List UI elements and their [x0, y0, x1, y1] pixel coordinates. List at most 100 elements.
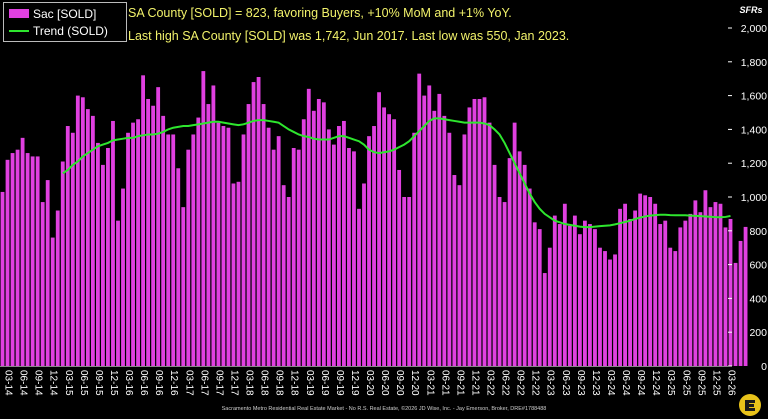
- bar-04-25: [668, 247, 673, 366]
- legend-label-trend: Trend (SOLD): [33, 23, 108, 38]
- bar-11-20: [402, 197, 407, 366]
- bar-06-17: [196, 117, 201, 366]
- x-tick-label: 03-25: [665, 370, 676, 396]
- bar-08-19: [326, 129, 331, 366]
- bar-12-24: [648, 197, 653, 366]
- bar-03-22: [482, 97, 487, 366]
- bar-03-18: [241, 134, 246, 366]
- bar-01-24: [593, 229, 597, 366]
- bar-04-21: [427, 85, 432, 367]
- y-axis: 0 200 400 600 800 1,000 1,200 1,400 1,600 1,800 2,…: [728, 23, 767, 373]
- bar-03-25: [663, 220, 668, 366]
- bar-11-19: [342, 120, 346, 366]
- bar-04-20: [367, 136, 371, 366]
- x-tick-label: 03-21: [424, 370, 435, 396]
- bar-06-14: [15, 149, 20, 366]
- x-tick-label: 06-20: [379, 370, 390, 396]
- x-tick-label: 12-15: [108, 370, 119, 396]
- bar-08-22: [507, 158, 512, 366]
- bar-01-22: [472, 98, 477, 366]
- bar-12-21: [467, 107, 472, 367]
- x-tick-label: 06-15: [78, 370, 89, 396]
- bar-06-23: [557, 224, 562, 366]
- bar-02-15: [55, 210, 60, 366]
- bar-02-16: [116, 220, 120, 366]
- bar-10-21: [457, 185, 462, 366]
- bar-11-25: [703, 190, 708, 366]
- bar-03-15: [60, 161, 65, 366]
- bar-02-26: [718, 203, 723, 366]
- bar-01-19: [291, 147, 296, 366]
- x-tick-label: 03-22: [485, 370, 496, 396]
- x-tick-label: 03-24: [605, 370, 616, 396]
- bar-07-20: [382, 107, 386, 367]
- x-tick-label: 12-24: [650, 370, 661, 396]
- bar-09-24: [633, 210, 638, 366]
- bar-05-25: [673, 251, 678, 366]
- bar-04-23: [547, 247, 552, 366]
- bar-09-25: [693, 200, 698, 366]
- bar-08-18: [266, 127, 271, 367]
- legend-item-sold: Sac [SOLD]: [4, 5, 96, 22]
- x-tick-label: 06-19: [319, 370, 330, 396]
- x-tick-label: 09-14: [33, 370, 44, 396]
- bar-05-18: [251, 82, 256, 366]
- bar-09-19: [331, 144, 336, 366]
- bar-05-24: [613, 254, 617, 366]
- bar-08-17: [206, 104, 211, 367]
- x-tick-label: 09-15: [93, 370, 104, 396]
- x-tick-label: 06-25: [680, 370, 691, 396]
- x-tick-label: 06-24: [620, 370, 631, 396]
- x-tick-label: 09-25: [695, 370, 706, 396]
- x-tick-label: 03-16: [123, 370, 134, 396]
- bar-07-21: [442, 115, 447, 366]
- x-tick-label: 09-23: [575, 370, 586, 396]
- bar-12-23: [588, 224, 592, 366]
- bar-02-22: [477, 98, 482, 366]
- bar-09-22: [512, 122, 517, 366]
- legend-swatch-line: [9, 29, 29, 32]
- headline-summary: SA County [SOLD] = 823, favoring Buyers,…: [128, 6, 512, 20]
- x-tick-label: 03-20: [364, 370, 375, 396]
- bar-07-18: [261, 104, 266, 367]
- x-tick-label: 12-23: [590, 370, 601, 396]
- x-tick-label: 09-19: [334, 370, 345, 396]
- bar-02-17: [176, 168, 181, 366]
- bar-07-15: [80, 97, 85, 366]
- bar-undefined: [743, 226, 748, 366]
- bar-09-20: [392, 119, 397, 366]
- x-tick-label: 03-19: [304, 370, 315, 396]
- bar-06-25: [678, 227, 683, 366]
- bar-12-19: [347, 147, 351, 366]
- bar-03-16: [121, 188, 125, 366]
- bar-04-22: [487, 122, 492, 366]
- bar-10-25: [698, 212, 703, 366]
- bar-05-22: [492, 164, 497, 366]
- bar-09-16: [151, 105, 156, 367]
- x-tick-label: 12-18: [289, 370, 300, 396]
- bar-01-18: [231, 183, 236, 366]
- bar-07-19: [321, 102, 326, 367]
- bar-05-16: [131, 122, 135, 366]
- bar-05-14: [10, 153, 15, 366]
- bar-11-21: [462, 134, 467, 366]
- bar-06-15: [75, 95, 80, 366]
- bar-07-25: [683, 220, 688, 366]
- bar-01-21: [412, 132, 417, 366]
- y-tick-label: 1,800: [741, 57, 767, 69]
- x-tick-label: 12-21: [469, 370, 480, 396]
- bar-02-24: [598, 247, 602, 366]
- bar-02-18: [236, 181, 241, 366]
- x-tick-label: 03-17: [183, 370, 194, 396]
- bar-05-21: [432, 110, 437, 366]
- bar-10-15: [96, 142, 100, 366]
- bar-04-19: [306, 88, 311, 366]
- bar-03-26: [723, 227, 728, 366]
- x-tick-label: 03-26: [725, 370, 736, 396]
- x-tick-label: 12-20: [409, 370, 420, 396]
- bar-12-25: [708, 207, 713, 366]
- bar-10-14: [35, 156, 40, 366]
- bar-06-16: [136, 119, 140, 366]
- bar-11-24: [643, 195, 648, 366]
- x-tick-label: 06-14: [18, 370, 29, 396]
